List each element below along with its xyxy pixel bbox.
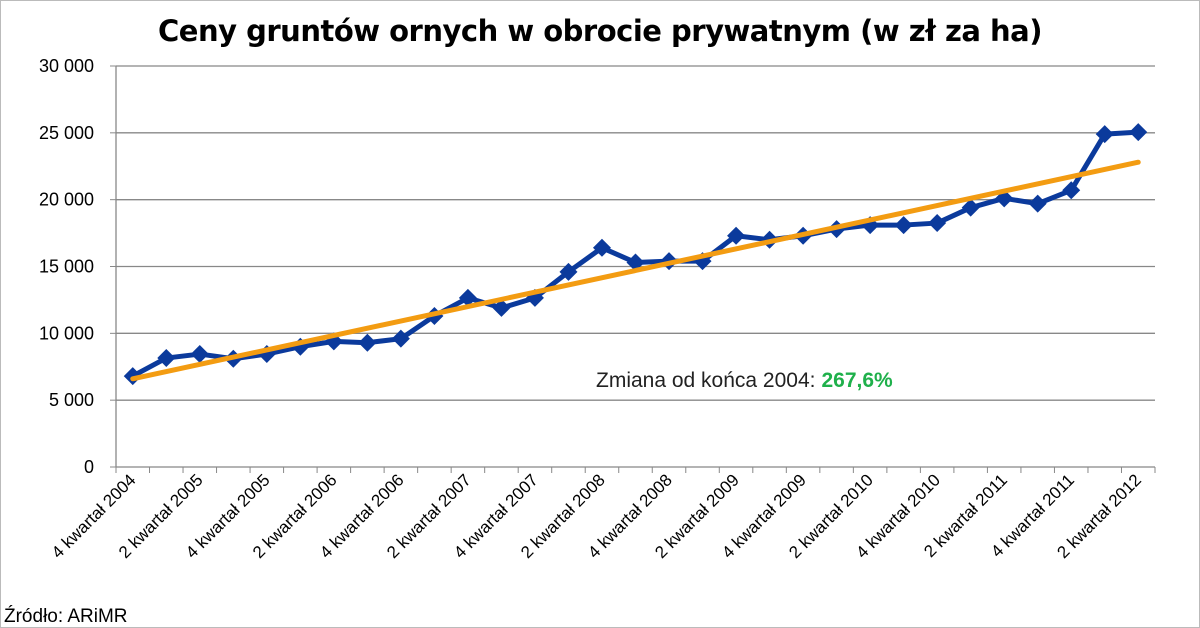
y-tick-label: 10 000 — [39, 323, 94, 343]
data-point — [559, 262, 578, 281]
data-point — [727, 226, 746, 245]
trendline — [130, 159, 1141, 382]
data-point — [190, 345, 209, 364]
data-point — [458, 288, 477, 307]
data-point — [592, 238, 611, 257]
data-point — [1095, 125, 1114, 144]
source-note: Źródło: ARiMR — [4, 606, 128, 627]
annotation: Zmiana od końca 2004: 267,6% — [596, 369, 893, 393]
y-tick-label: 25 000 — [39, 123, 94, 143]
data-point — [391, 329, 410, 348]
data-point — [894, 216, 913, 235]
y-tick-label: 30 000 — [39, 56, 94, 76]
annotation-value: 267,6% — [821, 369, 893, 392]
data-point — [1129, 123, 1148, 142]
annotation-label: Zmiana od końca 2004: — [596, 369, 816, 392]
data-point — [492, 298, 511, 317]
data-point — [961, 198, 980, 217]
y-tick-label: 20 000 — [39, 190, 94, 210]
data-point — [358, 333, 377, 352]
y-tick-label: 15 000 — [39, 257, 94, 277]
data-point — [157, 349, 176, 368]
chart-title: Ceny gruntów ornych w obrocie prywatnym … — [158, 14, 1042, 48]
y-tick-label: 5 000 — [49, 390, 94, 410]
data-point — [123, 367, 142, 386]
data-point — [1028, 194, 1047, 213]
data-point — [693, 252, 712, 271]
data-point — [928, 214, 947, 233]
y-tick-label: 0 — [84, 457, 94, 477]
data-point — [1062, 181, 1081, 200]
